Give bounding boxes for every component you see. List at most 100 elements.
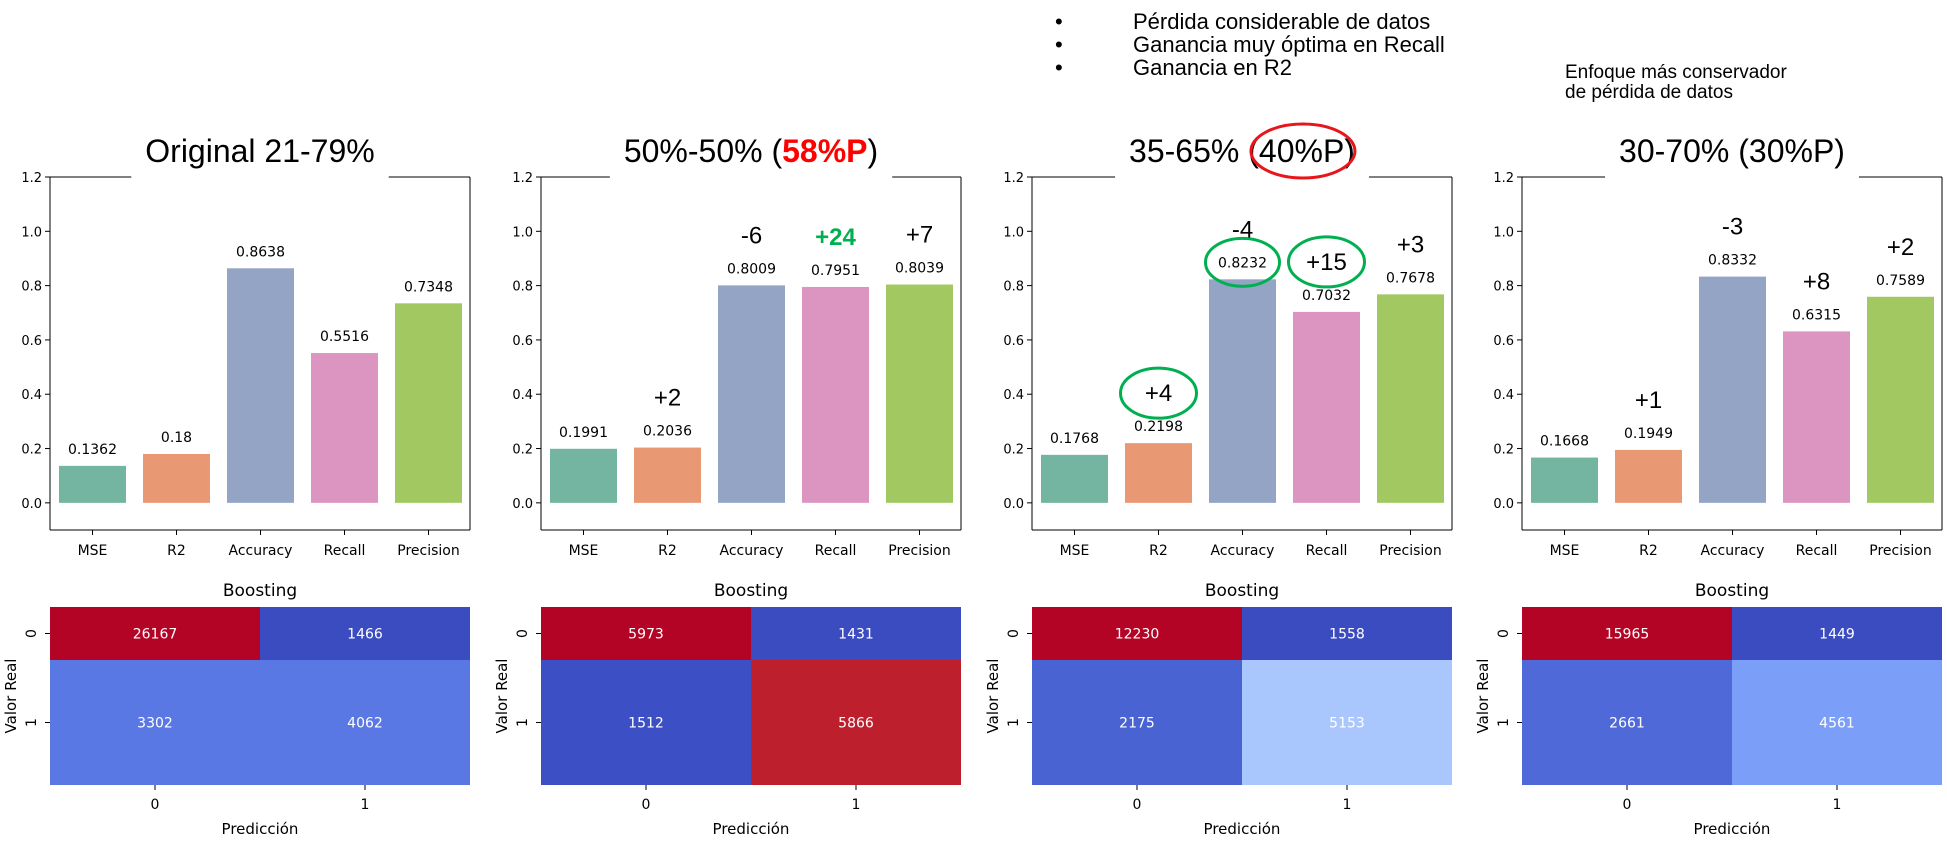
heatmap-title: Boosting: [714, 581, 788, 601]
x-tick-label: MSE: [78, 543, 108, 559]
heatmap-cell-value: 2661: [1609, 716, 1645, 732]
bar-value-label: 0.7678: [1386, 270, 1435, 286]
y-tick-label: 0.8: [1003, 280, 1024, 295]
heatmap-title: Boosting: [1695, 581, 1769, 601]
side-note: Enfoque más conservador de pérdida de da…: [1565, 63, 1787, 103]
heatmap-cell-value: 1466: [347, 627, 383, 643]
y-tick-label: 0.6: [1003, 334, 1024, 349]
heatmap-cell-value: 3302: [137, 716, 173, 732]
heatmap-cell: [751, 607, 961, 660]
heatmap-cell: [1242, 660, 1452, 785]
x-tick-label: Accuracy: [720, 543, 784, 559]
heatmap-xlabel: Predicción: [1204, 820, 1281, 838]
y-tick-label: 0.6: [1493, 334, 1514, 349]
heatmap-cell: [1032, 607, 1242, 660]
heatmap-x-tick-label: 0: [151, 797, 160, 813]
heatmap-cell: [1522, 607, 1732, 660]
x-tick-label: Precision: [1869, 543, 1931, 559]
bar-value-label: 0.1949: [1624, 426, 1673, 442]
y-tick-label: 0.4: [21, 388, 42, 403]
y-tick-label: 0.2: [21, 443, 42, 458]
bar: [1867, 296, 1934, 503]
bar-value-label: 0.7589: [1876, 273, 1925, 289]
heatmap-cell: [751, 660, 961, 785]
bar-value-label: 0.1668: [1540, 434, 1589, 450]
y-tick-label: 0.2: [512, 443, 533, 458]
bar-value-label: 0.7951: [811, 263, 860, 279]
bar: [143, 453, 210, 503]
delta-annotation: +8: [1803, 268, 1830, 295]
chart-title: 50%-50% (58%P): [624, 133, 878, 169]
bar: [802, 286, 869, 503]
bar: [634, 447, 701, 503]
heatmap-cell-value: 4062: [347, 716, 383, 732]
y-tick-label: 0.6: [512, 334, 533, 349]
bar-value-label: 0.2198: [1134, 419, 1183, 435]
bar: [311, 353, 378, 503]
heatmap-x-tick-label: 0: [1623, 797, 1632, 813]
heatmap-ylabel: Valor Real: [2, 659, 20, 734]
heatmap-cell-value: 5153: [1329, 716, 1365, 732]
delta-highlight-circle: [1119, 366, 1198, 420]
chart-title-part: ): [868, 133, 879, 169]
heatmap-x-tick-label: 1: [1833, 797, 1842, 813]
heatmap-cell-value: 15965: [1605, 627, 1650, 643]
x-tick-label: MSE: [1060, 543, 1090, 559]
heatmap-cell: [1522, 660, 1732, 785]
bar: [395, 303, 462, 503]
x-tick-label: Recall: [1796, 543, 1838, 559]
bar: [550, 448, 617, 503]
heatmap-cell: [260, 607, 470, 660]
y-tick-label: 0.8: [512, 280, 533, 295]
bar-value-label: 0.1362: [68, 442, 117, 458]
bar: [886, 284, 953, 503]
bar: [1377, 294, 1444, 503]
bar-value-label: 0.8039: [895, 261, 944, 277]
heatmap-cell-value: 12230: [1115, 627, 1160, 643]
heatmap-y-tick-label: 1: [515, 718, 531, 727]
heatmap-y-tick-label: 1: [24, 718, 40, 727]
heatmap-cell: [50, 607, 260, 660]
bar: [227, 268, 294, 503]
heatmap-cell-value: 5866: [838, 716, 874, 732]
bar-value-label: 0.2036: [643, 424, 692, 440]
heatmap-cell-value: 4561: [1819, 716, 1855, 732]
delta-annotation: -4: [1232, 216, 1253, 243]
heatmap-xlabel: Predicción: [1694, 820, 1771, 838]
delta-annotation: -3: [1722, 214, 1743, 241]
chart-title: 35-65% (40%P): [1129, 133, 1355, 169]
x-tick-label: MSE: [569, 543, 599, 559]
value-highlight-circle: [1204, 236, 1281, 288]
heatmap-x-tick-label: 1: [852, 797, 861, 813]
heatmap-title: Boosting: [223, 581, 297, 601]
x-tick-label: Accuracy: [229, 543, 293, 559]
delta-annotation: +2: [654, 385, 681, 412]
x-tick-label: R2: [658, 543, 677, 559]
bar: [1699, 276, 1766, 503]
x-tick-label: Accuracy: [1701, 543, 1765, 559]
bar: [1209, 279, 1276, 503]
bar-value-label: 0.5516: [320, 329, 369, 345]
bar: [1615, 449, 1682, 503]
delta-annotation: +3: [1397, 231, 1424, 258]
heatmap-ylabel: Valor Real: [1474, 659, 1492, 734]
note-item: Ganancia muy óptima en Recall: [1055, 33, 1445, 56]
heatmap-ylabel: Valor Real: [984, 659, 1002, 734]
bar-value-label: 0.7348: [404, 279, 453, 295]
bar-value-label: 0.8009: [727, 261, 776, 277]
y-tick-label: 1.2: [1003, 171, 1024, 186]
heatmap-ylabel: Valor Real: [493, 659, 511, 734]
delta-annotation: +1: [1635, 387, 1662, 414]
heatmap-cell-value: 1558: [1329, 627, 1365, 643]
x-tick-label: Precision: [1379, 543, 1441, 559]
note-item: Ganancia en R2: [1055, 56, 1445, 79]
x-tick-label: Recall: [815, 543, 857, 559]
y-tick-label: 1.0: [1493, 225, 1514, 240]
bar: [1531, 457, 1598, 503]
bar: [1783, 331, 1850, 503]
y-tick-label: 0.0: [21, 497, 42, 512]
y-tick-label: 1.0: [21, 225, 42, 240]
heatmap-cell: [1242, 607, 1452, 660]
bar-value-label: 0.1991: [559, 425, 608, 441]
delta-annotation: +24: [815, 224, 856, 251]
